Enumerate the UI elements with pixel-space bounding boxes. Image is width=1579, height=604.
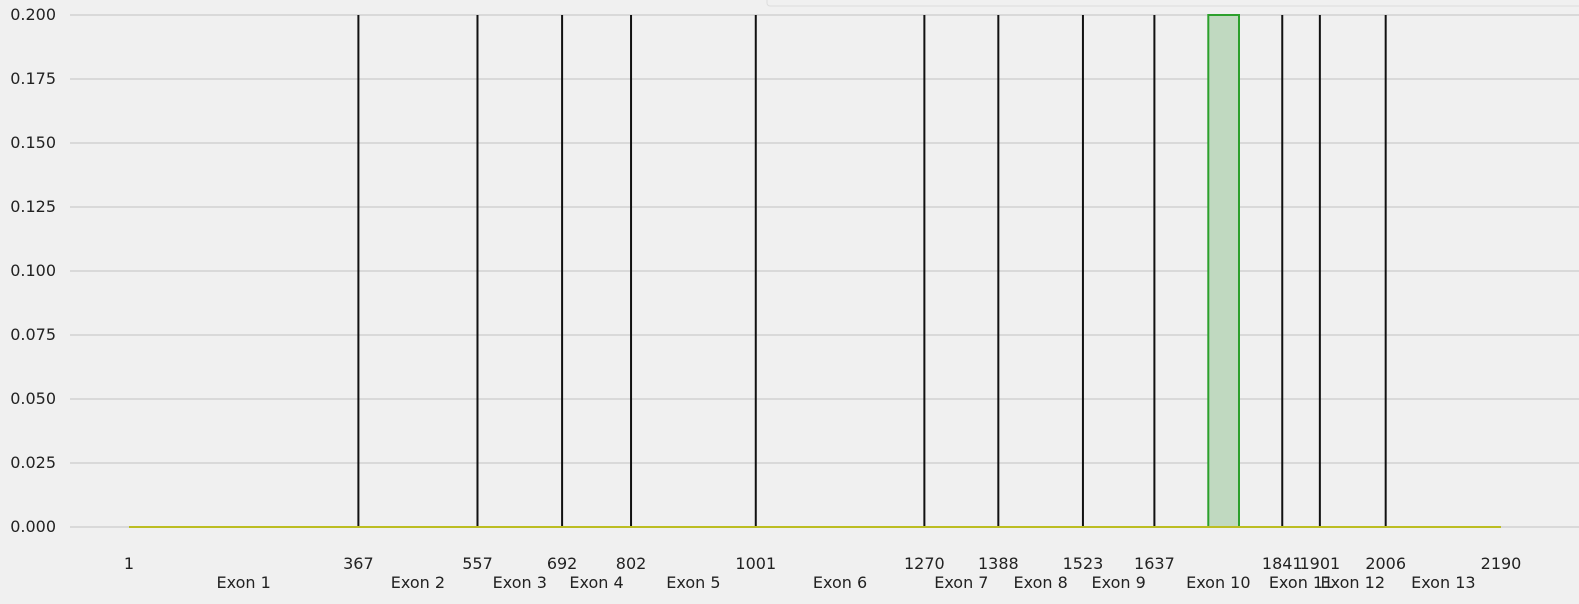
exon-label: Exon 12 [1321, 573, 1385, 592]
y-tick-label: 0.125 [10, 197, 56, 216]
y-tick-label: 0.075 [10, 325, 56, 344]
exon-label: Exon 5 [666, 573, 720, 592]
exon-label: Exon 8 [1013, 573, 1067, 592]
y-tick-label: 0.200 [10, 5, 56, 24]
exon-label: Exon 11 [1269, 573, 1333, 592]
x-tick-label: 2190 [1481, 554, 1522, 573]
y-tick-label: 0.150 [10, 133, 56, 152]
y-tick-label: 0.000 [10, 517, 56, 536]
x-tick-label: 2006 [1365, 554, 1406, 573]
series-fill-1 [129, 15, 1501, 527]
x-tick-label: 692 [547, 554, 578, 573]
x-tick-label: 367 [343, 554, 374, 573]
exon-label: Exon 13 [1411, 573, 1475, 592]
exon-label: Exon 10 [1186, 573, 1250, 592]
exon-label: Exon 2 [391, 573, 445, 592]
x-tick-label: 1637 [1134, 554, 1175, 573]
exon-label: Exon 6 [813, 573, 867, 592]
exon-label: Exon 1 [217, 573, 271, 592]
exon-label: Exon 4 [569, 573, 623, 592]
y-tick-label: 0.100 [10, 261, 56, 280]
exon-label: Exon 9 [1092, 573, 1146, 592]
x-tick-label: 1 [124, 554, 134, 573]
exon-label: Exon 7 [934, 573, 988, 592]
y-tick-label: 0.025 [10, 453, 56, 472]
y-tick-label: 0.050 [10, 389, 56, 408]
exon-label: Exon 3 [493, 573, 547, 592]
y-tick-label: 0.175 [10, 69, 56, 88]
x-tick-label: 1841 [1262, 554, 1303, 573]
x-tick-label: 1901 [1300, 554, 1341, 573]
x-tick-label: 1001 [735, 554, 776, 573]
x-tick-label: 1388 [978, 554, 1019, 573]
x-tick-label: 1270 [904, 554, 945, 573]
x-tick-label: 557 [462, 554, 493, 573]
x-tick-label: 1523 [1063, 554, 1104, 573]
x-tick-label: 802 [616, 554, 647, 573]
legend-box [766, 0, 1579, 7]
